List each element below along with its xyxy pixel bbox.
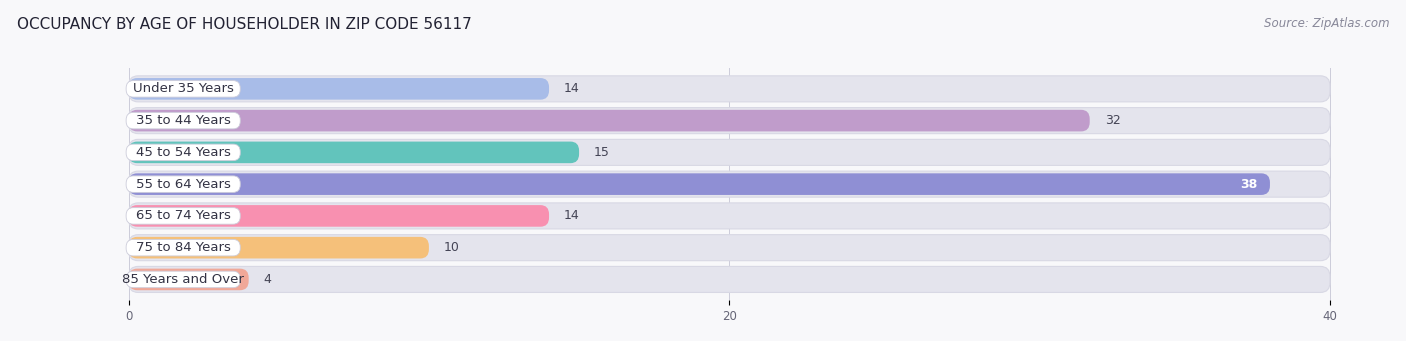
Text: 32: 32 [1105,114,1121,127]
Text: 55 to 64 Years: 55 to 64 Years [136,178,231,191]
FancyBboxPatch shape [127,144,240,161]
FancyBboxPatch shape [128,235,1330,261]
FancyBboxPatch shape [128,171,1330,197]
Text: 14: 14 [564,209,579,222]
FancyBboxPatch shape [127,271,240,288]
Text: 85 Years and Over: 85 Years and Over [122,273,245,286]
FancyBboxPatch shape [127,208,240,224]
Text: 14: 14 [564,82,579,95]
Text: 4: 4 [264,273,271,286]
FancyBboxPatch shape [128,76,1330,102]
FancyBboxPatch shape [128,237,429,258]
FancyBboxPatch shape [128,110,1090,131]
FancyBboxPatch shape [128,203,1330,229]
FancyBboxPatch shape [128,142,579,163]
FancyBboxPatch shape [128,108,1330,134]
Text: 65 to 74 Years: 65 to 74 Years [136,209,231,222]
FancyBboxPatch shape [128,139,1330,165]
Text: OCCUPANCY BY AGE OF HOUSEHOLDER IN ZIP CODE 56117: OCCUPANCY BY AGE OF HOUSEHOLDER IN ZIP C… [17,17,471,32]
FancyBboxPatch shape [128,173,1270,195]
FancyBboxPatch shape [128,266,1330,293]
Text: 75 to 84 Years: 75 to 84 Years [136,241,231,254]
FancyBboxPatch shape [128,205,548,227]
FancyBboxPatch shape [127,239,240,256]
Text: 35 to 44 Years: 35 to 44 Years [136,114,231,127]
FancyBboxPatch shape [128,269,249,290]
Text: Source: ZipAtlas.com: Source: ZipAtlas.com [1264,17,1389,30]
Text: 15: 15 [595,146,610,159]
FancyBboxPatch shape [128,78,548,100]
FancyBboxPatch shape [127,112,240,129]
FancyBboxPatch shape [127,80,240,97]
Text: 38: 38 [1240,178,1258,191]
Text: 10: 10 [444,241,460,254]
Text: Under 35 Years: Under 35 Years [132,82,233,95]
FancyBboxPatch shape [127,176,240,192]
Text: 45 to 54 Years: 45 to 54 Years [136,146,231,159]
